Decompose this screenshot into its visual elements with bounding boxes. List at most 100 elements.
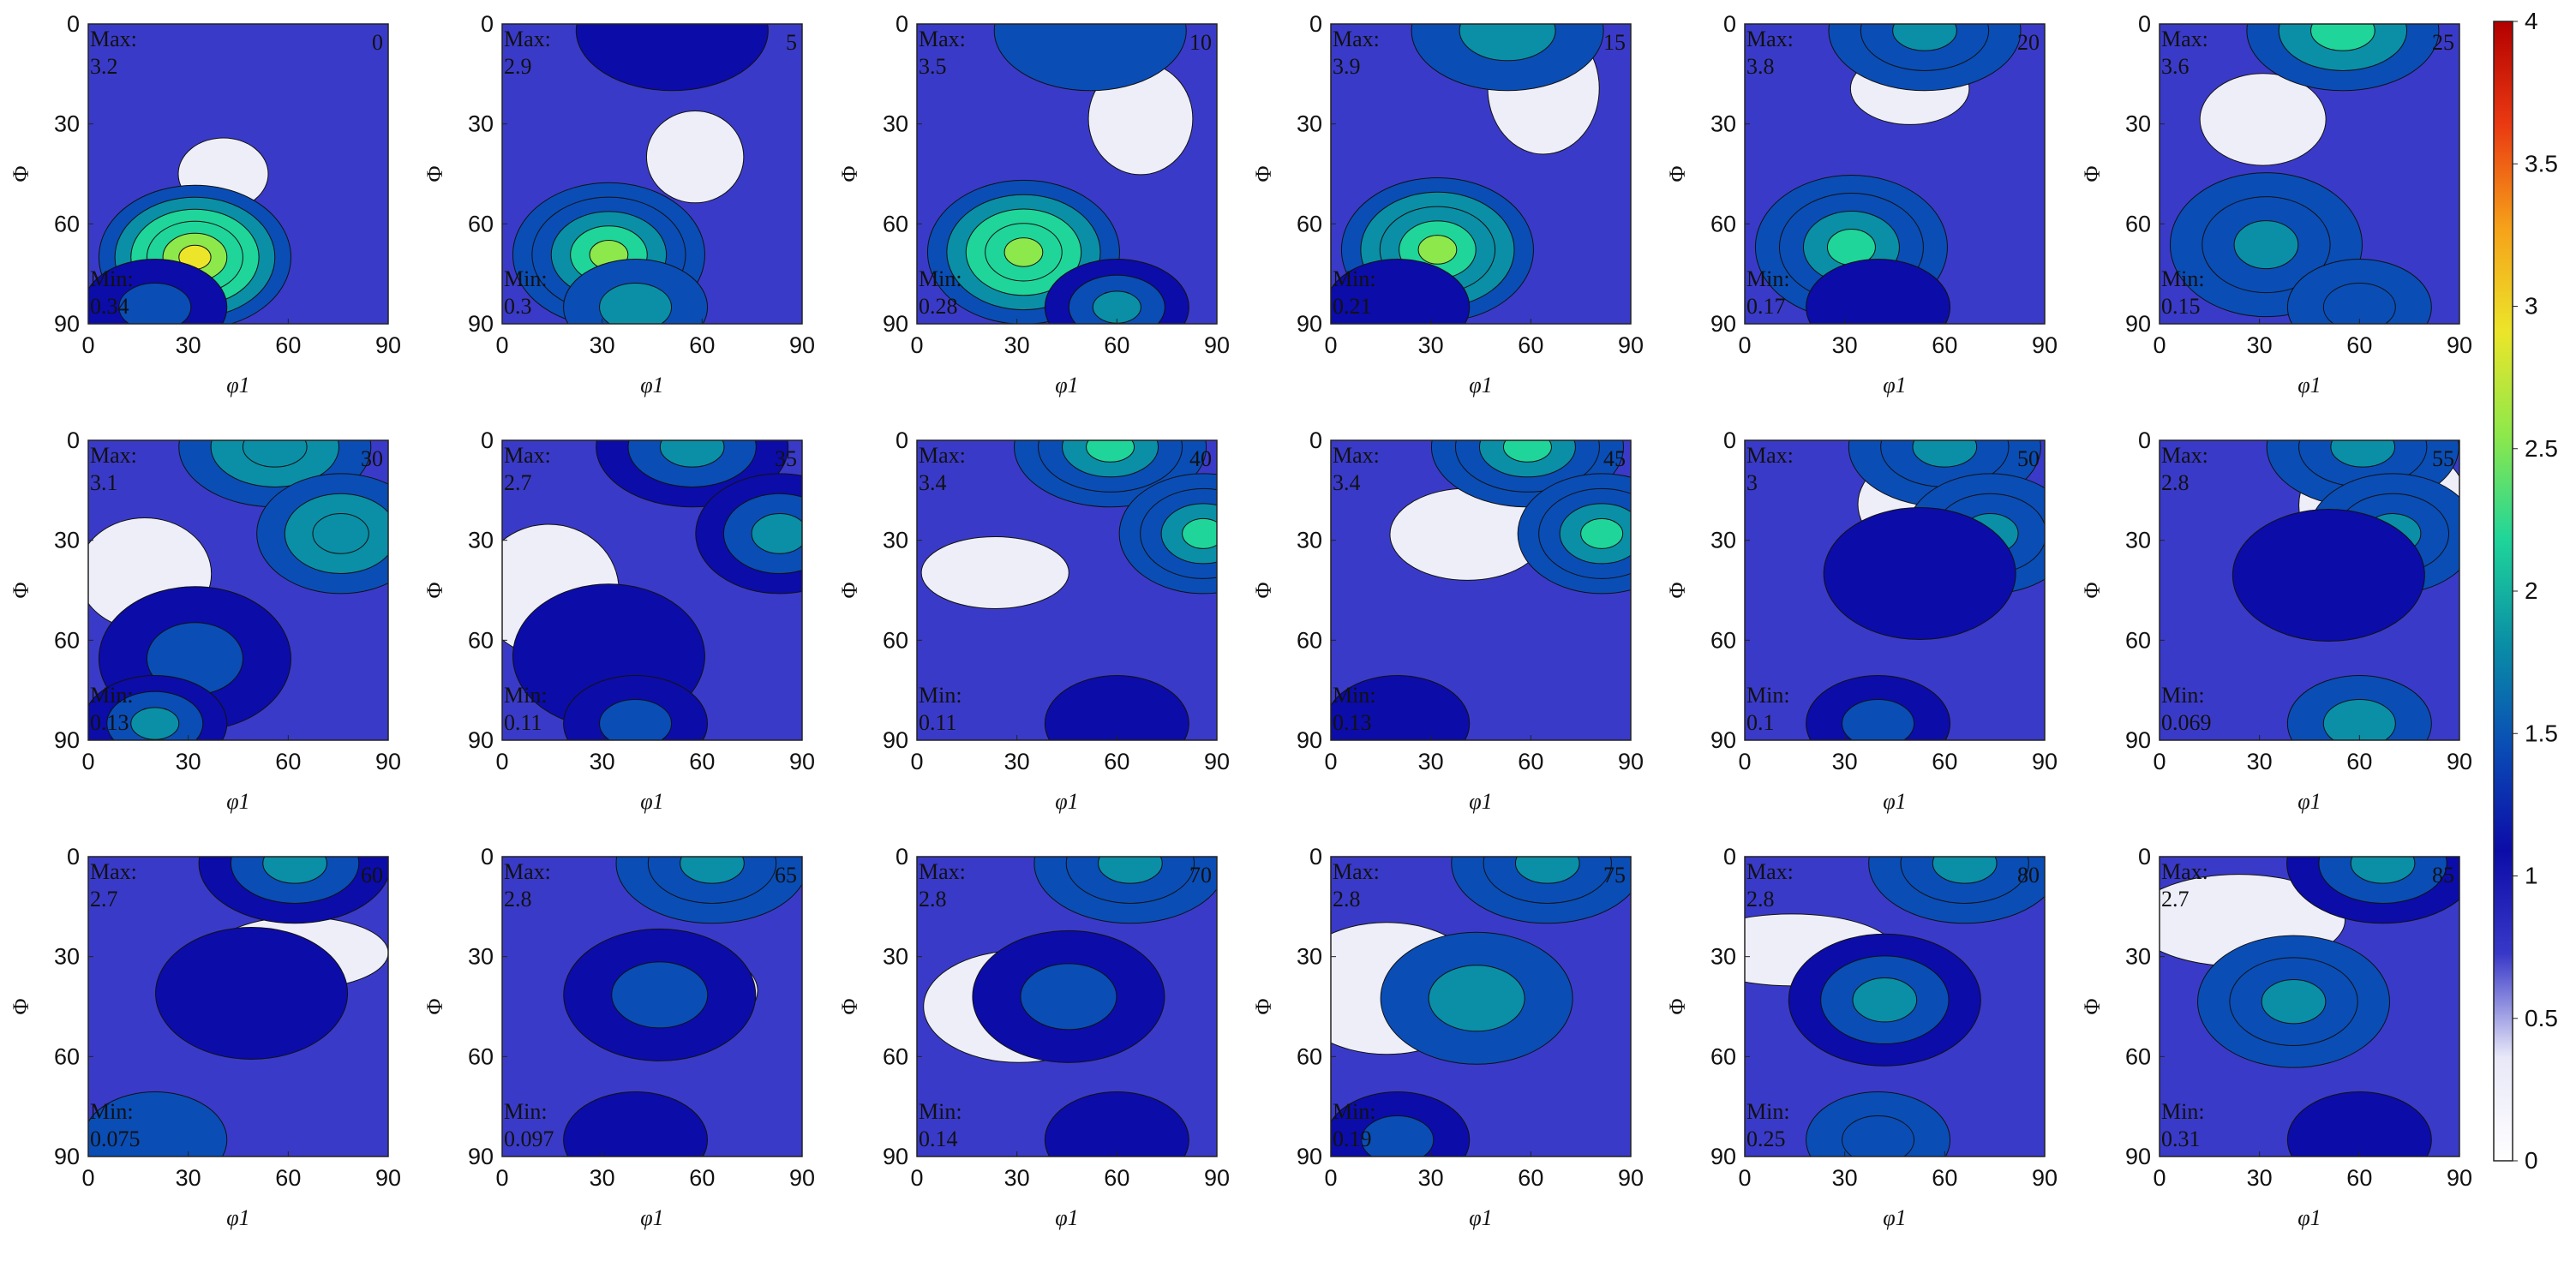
x-tick-label: 0 — [495, 332, 508, 358]
x-tick-label: 30 — [1004, 332, 1030, 358]
min-label: Min: — [919, 1099, 962, 1124]
colorbar-tick-label: 1.5 — [2525, 720, 2558, 746]
min-value: 0.19 — [1333, 1127, 1372, 1151]
contour-level — [1580, 517, 1624, 549]
section-frame — [1744, 856, 2046, 1157]
x-tick-label: 0 — [81, 749, 94, 774]
colorbar-tick-label: 2 — [2525, 577, 2538, 604]
y-tick-label: 90 — [54, 311, 80, 337]
x-axis-label: φ1 — [1883, 373, 1906, 397]
max-label: Max: — [2161, 859, 2208, 884]
max-value: 3 — [1746, 470, 1758, 495]
min-value: 0.13 — [1333, 710, 1372, 735]
contour-level — [1428, 965, 1525, 1032]
section-angle-label: 80 — [2017, 863, 2040, 888]
low-density-region — [920, 535, 1069, 609]
low-density-region — [645, 110, 745, 204]
contour-layer — [1745, 857, 2045, 1156]
y-tick-label: 60 — [468, 627, 494, 653]
x-tick-label: 60 — [2346, 332, 2372, 358]
contour-layer — [926, 24, 1194, 324]
y-tick-label: 0 — [67, 11, 80, 37]
x-tick-label: 90 — [2032, 1165, 2058, 1191]
contour-level — [1020, 963, 1117, 1031]
max-value: 2.9 — [504, 54, 532, 79]
y-tick-label: 90 — [468, 727, 494, 753]
contour-layer — [1754, 24, 2022, 324]
x-tick-label: 90 — [2447, 749, 2472, 774]
x-tick-label: 0 — [1324, 1165, 1337, 1191]
y-tick-label: 30 — [54, 528, 80, 553]
x-tick-label: 0 — [495, 749, 508, 774]
y-axis-label: Φ — [9, 998, 33, 1014]
contour-layer — [2232, 440, 2459, 740]
contour-level — [1086, 440, 1135, 463]
x-tick-label: 0 — [1738, 1165, 1751, 1191]
y-axis-label: Φ — [2080, 998, 2105, 1014]
contour-level — [1932, 857, 1998, 884]
contour-level — [1092, 290, 1141, 324]
min-label: Min: — [919, 266, 962, 291]
x-tick-label: 90 — [2032, 749, 2058, 774]
x-axis-label: φ1 — [226, 373, 249, 397]
x-tick-label: 60 — [689, 332, 715, 358]
contour-level — [1852, 977, 1918, 1023]
y-tick-label: 30 — [883, 944, 908, 970]
x-axis-label: φ1 — [1469, 1205, 1492, 1230]
y-tick-label: 30 — [1297, 944, 1322, 970]
section-frame — [1330, 23, 1632, 325]
x-tick-label: 30 — [1832, 332, 1858, 358]
min-label: Min: — [90, 683, 134, 708]
min-label: Min: — [1333, 1099, 1376, 1124]
y-tick-label: 90 — [883, 311, 908, 337]
min-label: Min: — [2161, 266, 2205, 291]
y-tick-label: 90 — [54, 1144, 80, 1169]
y-axis-label: Φ — [1251, 582, 1276, 598]
x-tick-label: 30 — [176, 332, 201, 358]
x-tick-label: 90 — [1618, 332, 1644, 358]
x-tick-label: 30 — [176, 749, 201, 774]
y-axis-label: Φ — [837, 165, 862, 182]
max-value: 3.4 — [1333, 470, 1361, 495]
min-value: 0.11 — [919, 710, 957, 735]
y-tick-label: 0 — [1723, 11, 1736, 37]
y-tick-label: 90 — [468, 311, 494, 337]
section-angle-label: 0 — [372, 30, 383, 55]
x-tick-label: 90 — [1618, 1165, 1644, 1191]
min-value: 0.15 — [2161, 294, 2201, 319]
max-value: 2.8 — [2161, 470, 2190, 495]
y-tick-label: 90 — [1297, 311, 1322, 337]
contour-layer — [2160, 857, 2459, 1156]
max-label: Max: — [2161, 27, 2208, 51]
contour-layer — [563, 857, 802, 1156]
y-tick-label: 30 — [1710, 944, 1736, 970]
contour-level — [2310, 24, 2375, 51]
max-value: 2.8 — [504, 887, 532, 911]
x-tick-label: 90 — [789, 332, 815, 358]
section-angle-label: 15 — [1603, 30, 1626, 55]
x-tick-label: 30 — [590, 1165, 615, 1191]
section-angle-label: 55 — [2432, 446, 2454, 471]
y-tick-label: 0 — [1309, 11, 1322, 37]
min-label: Min: — [1746, 683, 1790, 708]
max-label: Max: — [90, 27, 137, 51]
x-tick-label: 60 — [1518, 332, 1543, 358]
y-tick-label: 30 — [468, 528, 494, 553]
x-tick-label: 60 — [275, 1165, 301, 1191]
contour-level — [1003, 237, 1044, 267]
section-angle-label: 85 — [2432, 863, 2454, 888]
x-axis-label: φ1 — [1883, 789, 1906, 814]
x-tick-label: 60 — [275, 332, 301, 358]
y-tick-label: 60 — [1297, 627, 1322, 653]
section-angle-label: 10 — [1189, 30, 1212, 55]
y-tick-label: 60 — [54, 211, 80, 236]
contour-level — [2322, 699, 2396, 740]
section-frame — [2159, 856, 2460, 1157]
contour-level — [993, 24, 1187, 92]
section-angle-label: 35 — [775, 446, 797, 471]
min-value: 0.31 — [2161, 1127, 2201, 1151]
